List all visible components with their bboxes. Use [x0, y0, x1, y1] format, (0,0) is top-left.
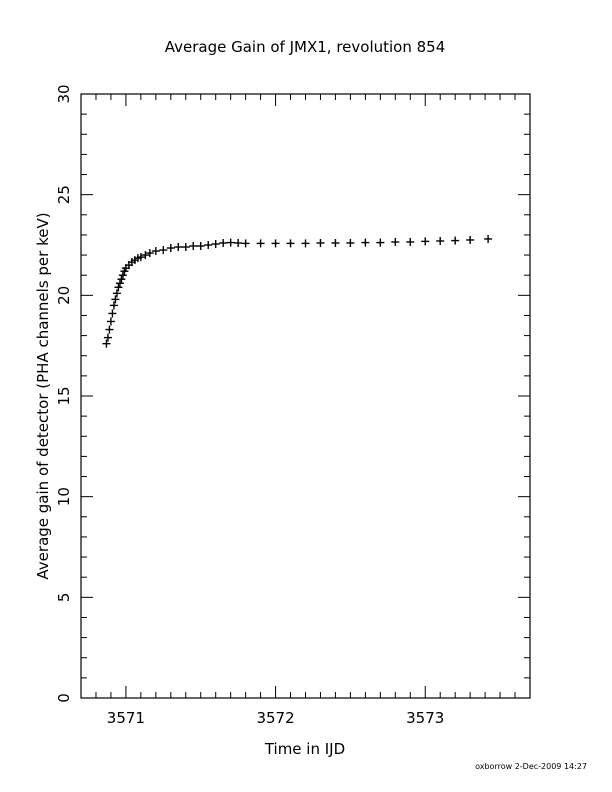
y-tick-label: 5	[55, 593, 73, 603]
data-point	[106, 317, 115, 326]
data-point	[166, 244, 175, 253]
data-point	[466, 235, 475, 244]
footer-credit: oxborrow 2-Dec-2009 14:27	[475, 762, 587, 771]
data-point	[105, 325, 114, 334]
y-tick-label: 0	[55, 693, 73, 703]
data-point	[406, 237, 415, 246]
data-point	[301, 239, 310, 248]
x-axis-ticks: 3571 3572 3573	[95, 94, 516, 727]
data-point	[391, 237, 400, 246]
data-point	[141, 251, 150, 260]
data-point	[189, 242, 198, 251]
data-point	[484, 234, 493, 243]
x-tick-label: 3573	[406, 709, 444, 727]
data-point	[316, 238, 325, 247]
data-point	[145, 249, 154, 258]
data-point	[271, 239, 280, 248]
data-point	[108, 309, 117, 318]
data-point	[118, 271, 127, 280]
data-point	[112, 289, 121, 298]
x-axis-label: Time in IJD	[264, 740, 345, 758]
data-point	[234, 238, 243, 247]
data-point	[256, 239, 265, 248]
data-point	[111, 295, 120, 304]
data-points	[102, 234, 493, 348]
data-point	[286, 239, 295, 248]
data-point	[151, 247, 160, 256]
data-point	[226, 238, 235, 247]
data-point	[102, 339, 111, 348]
data-point	[346, 238, 355, 247]
data-point	[159, 246, 168, 255]
chart-title: Average Gain of JMX1, revolution 854	[165, 38, 446, 56]
data-point	[436, 236, 445, 245]
data-point	[421, 237, 430, 246]
y-axis-ticks: 0 5 10 15 20 25 30	[55, 84, 530, 703]
data-point	[174, 243, 183, 252]
data-point	[451, 236, 460, 245]
plot-frame	[80, 93, 531, 699]
data-point	[241, 239, 250, 248]
data-point	[103, 333, 112, 342]
data-point	[115, 279, 124, 288]
data-point	[204, 241, 213, 249]
x-tick-label: 3572	[256, 709, 294, 727]
y-tick-label: 20	[55, 286, 73, 305]
data-point	[117, 275, 126, 284]
data-point	[331, 238, 340, 247]
data-point	[196, 242, 205, 251]
data-point	[136, 253, 145, 262]
y-tick-label: 10	[55, 487, 73, 506]
y-axis-label: Average gain of detector (PHA channels p…	[34, 212, 52, 579]
data-point	[181, 243, 190, 252]
y-tick-label: 30	[55, 84, 73, 103]
data-point	[219, 238, 228, 247]
x-tick-label: 3571	[107, 709, 145, 727]
y-tick-label: 25	[55, 185, 73, 204]
data-point	[109, 301, 118, 310]
y-tick-label: 15	[55, 386, 73, 405]
data-point	[114, 283, 123, 292]
data-point	[361, 238, 370, 247]
data-point	[376, 238, 385, 247]
data-point	[211, 239, 220, 248]
